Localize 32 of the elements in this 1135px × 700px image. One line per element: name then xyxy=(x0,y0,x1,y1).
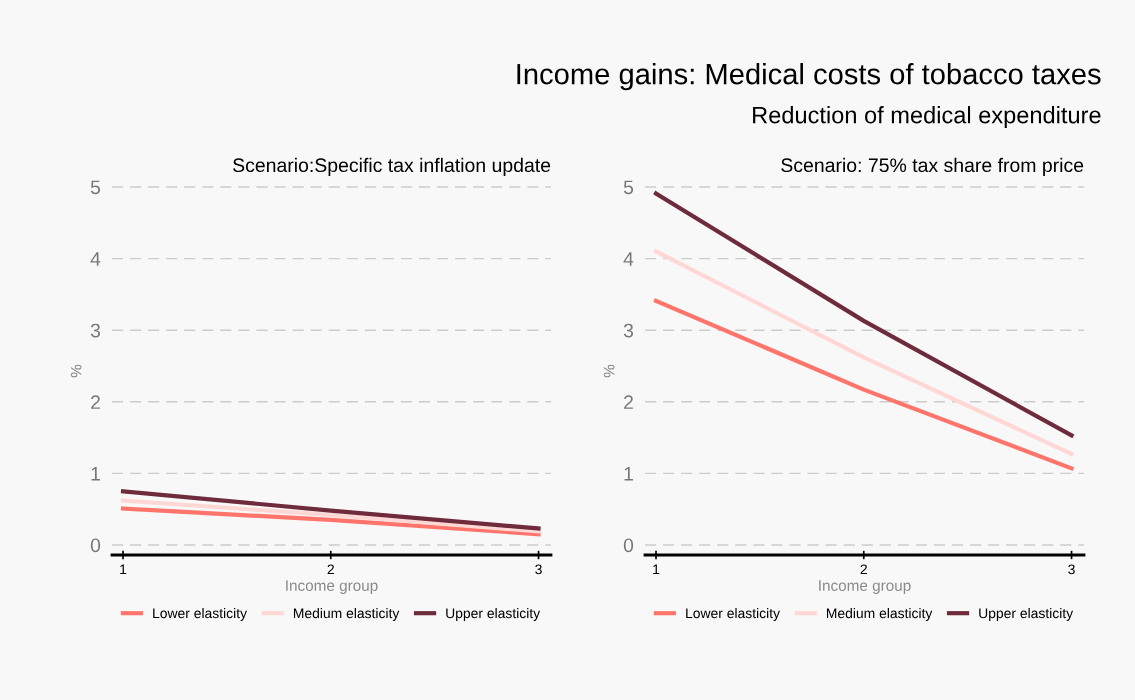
y-tick-label: 1 xyxy=(624,467,633,481)
x-axis-title: Income group xyxy=(819,580,911,594)
legend-label: Medium elasticity xyxy=(826,607,933,621)
x-axis-title: Income group xyxy=(286,580,378,594)
x-tick-label: 2 xyxy=(860,564,867,575)
y-tick-label: 0 xyxy=(90,538,101,553)
legend-label: Lower elasticity xyxy=(686,607,780,621)
y-axis-title: % xyxy=(70,364,82,378)
y-tick-label: 5 xyxy=(623,180,634,195)
y-axis-title: % xyxy=(603,364,615,378)
x-tick-label: 1 xyxy=(653,564,660,575)
y-tick-label: 4 xyxy=(90,252,101,266)
legend-label: Lower elasticity xyxy=(153,607,247,621)
chart-title: Income gains: Medical costs of tobacco taxes xyxy=(517,63,1101,91)
text: Scenario: 75% tax share from price xyxy=(781,157,1084,176)
y-tick-label: 0 xyxy=(623,538,634,553)
y-tick-label: 1 xyxy=(91,467,100,481)
x-tick-label: 3 xyxy=(535,564,542,575)
y-tick-label: 3 xyxy=(623,323,634,338)
y-tick-label: 4 xyxy=(623,252,634,266)
x-tick-label: 1 xyxy=(120,564,127,575)
y-tick-label: 2 xyxy=(91,395,100,409)
legend-label: Upper elasticity xyxy=(446,607,541,621)
y-tick-label: 3 xyxy=(90,323,101,338)
chart-subtitle: Reduction of medical expenditure xyxy=(753,106,1101,129)
x-tick-label: 2 xyxy=(327,564,334,575)
text: Scenario:Specific tax inflation update xyxy=(233,157,551,176)
y-tick-label: 5 xyxy=(90,180,101,195)
legend-label: Medium elasticity xyxy=(293,607,400,621)
legend-label: Upper elasticity xyxy=(979,607,1074,621)
x-tick-label: 3 xyxy=(1068,564,1075,575)
y-tick-label: 2 xyxy=(624,395,633,409)
